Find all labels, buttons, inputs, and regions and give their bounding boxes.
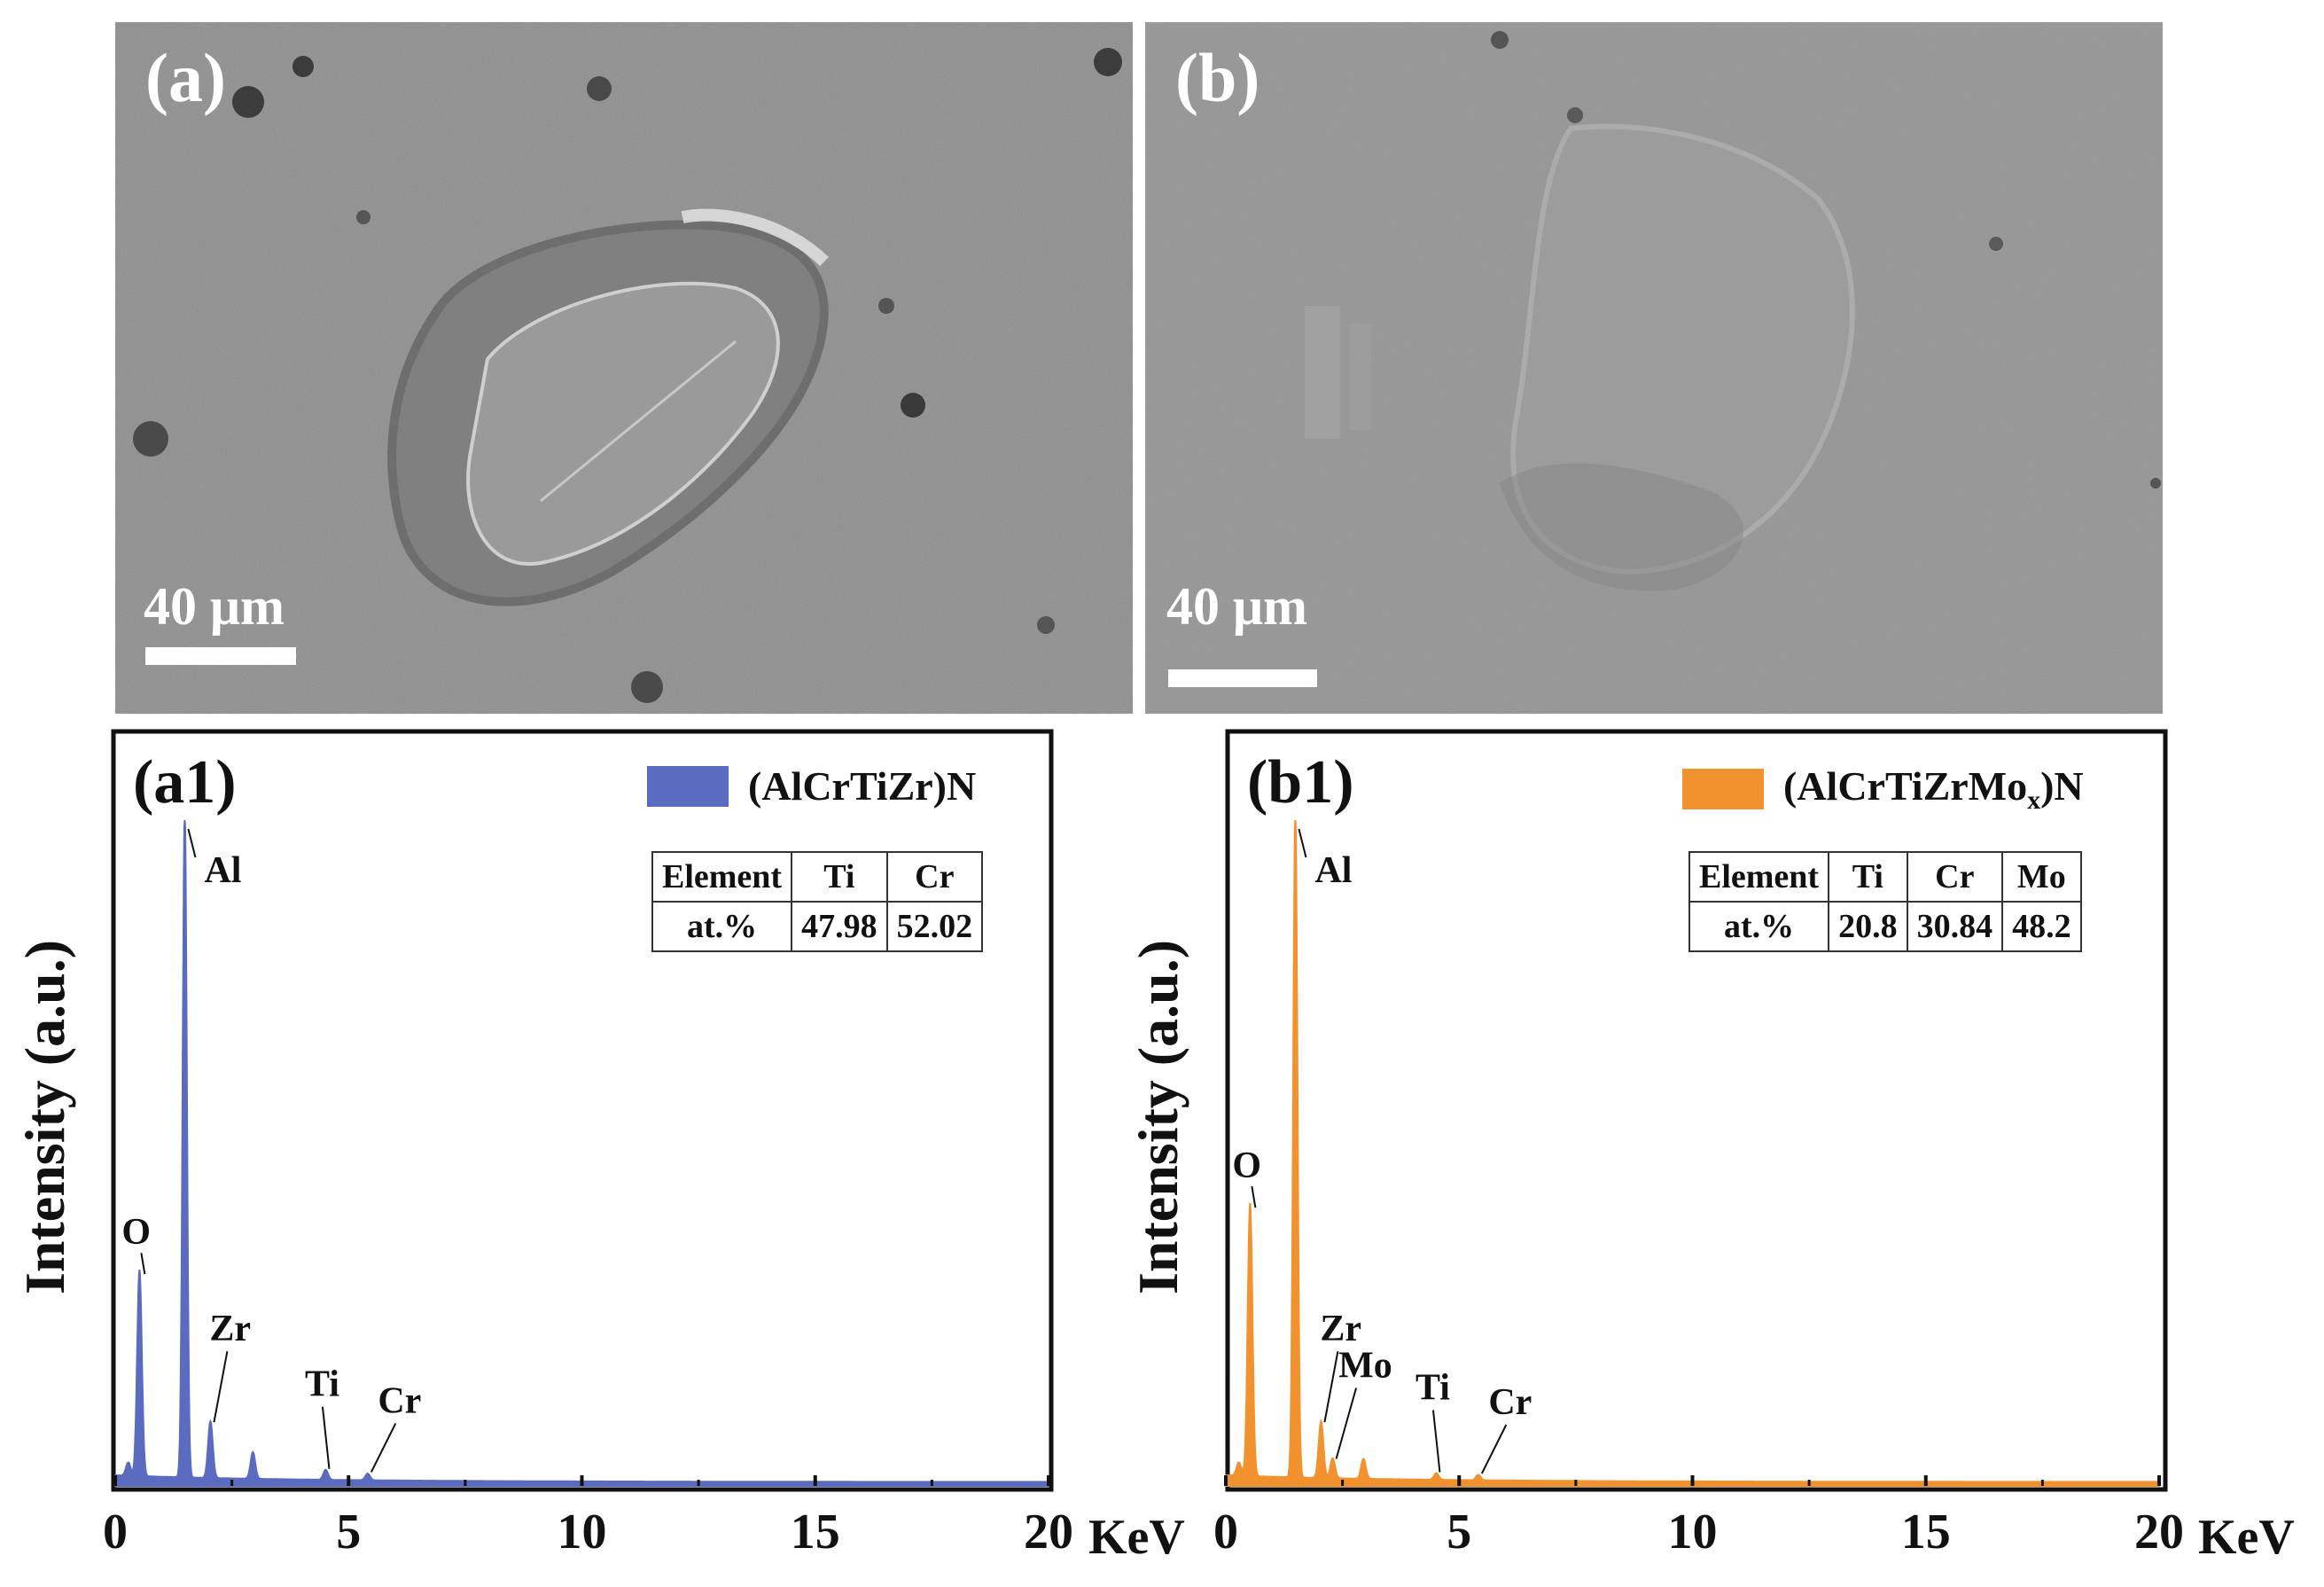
- table-header-cell: Cr: [885, 851, 984, 903]
- table-cell: 20.8: [1828, 901, 1908, 952]
- legend-label-b1-main: (AlCrTiZrMo: [1783, 763, 2028, 809]
- table-header-cell: Element: [1688, 851, 1830, 903]
- table-row-label: at.%: [1688, 901, 1830, 952]
- legend-swatch-a1: [647, 765, 729, 807]
- x-tick-label: 5: [1447, 1505, 1471, 1560]
- table-header-cell: Element: [651, 851, 793, 903]
- peak-leader-a1: [140, 1253, 146, 1275]
- panel-label-b: (b): [1175, 39, 1260, 116]
- composition-table-a1: Element Ti Cr at.% 47.98 52.02: [651, 851, 984, 952]
- peak-leader-b1: [1335, 1388, 1358, 1459]
- panel-label-b1: (b1): [1247, 748, 1354, 817]
- peak-label-zr: Zr: [1320, 1309, 1361, 1349]
- sem-texture-a: [115, 22, 1133, 714]
- scale-text-b: 40 μm: [1166, 577, 1307, 636]
- sem-image-b: (b) 40 μm: [1145, 22, 2163, 714]
- x-tick-label: 10: [558, 1505, 607, 1560]
- x-tick-label: 5: [336, 1505, 361, 1560]
- scale-text-a: 40 μm: [144, 577, 285, 636]
- x-tick-label: 0: [103, 1505, 128, 1560]
- table-cell: 52.02: [885, 901, 984, 952]
- peak-label-zr: Zr: [209, 1309, 251, 1349]
- x-tick-label: 0: [1213, 1505, 1238, 1560]
- legend-a1: (AlCrTiZr)N: [647, 762, 976, 809]
- peak-leader-a1: [321, 1406, 331, 1469]
- composition-table-b1: Element Ti Cr Mo at.% 20.8 30.84 48.2: [1688, 851, 2082, 952]
- table-header-row-b1: Element Ti Cr Mo: [1688, 851, 2082, 903]
- sem-image-a: (a) 40 μm: [115, 22, 1133, 714]
- panel-label-a1: (a1): [133, 748, 237, 817]
- legend-label-b1: (AlCrTiZrMox)N: [1783, 762, 2084, 816]
- peak-label-o: O: [1232, 1145, 1261, 1186]
- scale-bar-a: [145, 647, 296, 665]
- peak-leader-a1: [213, 1350, 229, 1423]
- plot-frame-a1: [111, 729, 1054, 1492]
- legend-label-b1-end: )N: [2040, 763, 2084, 809]
- y-axis-label: Intensity (a.u.): [1127, 940, 1189, 1294]
- peak-label-al: Al: [204, 850, 241, 891]
- peak-label-cr: Cr: [378, 1380, 421, 1421]
- peak-label-cr: Cr: [1488, 1382, 1532, 1423]
- legend-b1: (AlCrTiZrMox)N: [1682, 762, 2084, 816]
- peak-leader-b1: [1323, 1350, 1339, 1423]
- x-tick-label: 15: [1901, 1505, 1951, 1560]
- table-row-a1: at.% 47.98 52.02: [651, 901, 984, 952]
- peak-label-ti: Ti: [305, 1364, 339, 1405]
- table-row-label: at.%: [651, 901, 793, 952]
- peak-label-al: Al: [1314, 850, 1352, 891]
- table-header-cell: Ti: [791, 851, 888, 903]
- table-header-cell: Ti: [1828, 851, 1908, 903]
- peak-label-mo: Mo: [1338, 1345, 1392, 1386]
- table-cell: 47.98: [791, 901, 888, 952]
- table-header-cell: Mo: [2001, 851, 2082, 903]
- x-tick-label: 20: [2134, 1505, 2184, 1560]
- table-cell: 48.2: [2001, 901, 2082, 952]
- x-unit-label: KeV: [1088, 1510, 1185, 1565]
- peak-leader-a1: [370, 1423, 397, 1473]
- table-row-b1: at.% 20.8 30.84 48.2: [1688, 901, 2082, 952]
- peak-leader-b1: [1480, 1424, 1508, 1474]
- peak-label-ti: Ti: [1415, 1367, 1450, 1408]
- table-header-cell: Cr: [1906, 851, 2004, 903]
- x-unit-label: KeV: [2198, 1510, 2295, 1565]
- x-tick-label: 15: [791, 1505, 840, 1560]
- scale-bar-b: [1168, 669, 1317, 687]
- legend-label-b1-sub: x: [2027, 786, 2041, 816]
- peak-leader-b1: [1251, 1185, 1257, 1208]
- x-tick-label: 10: [1668, 1505, 1718, 1560]
- peak-leader-b1: [1431, 1410, 1441, 1473]
- peak-leader-b1: [1298, 828, 1307, 858]
- peak-label-o: O: [121, 1212, 151, 1253]
- panel-label-a: (a): [145, 39, 226, 116]
- plot-frame-b1: [1225, 729, 2168, 1492]
- table-header-row-a1: Element Ti Cr: [651, 851, 984, 903]
- sem-texture-b: [1145, 22, 2163, 714]
- table-cell: 30.84: [1906, 901, 2004, 952]
- x-tick-label: 20: [1024, 1505, 1073, 1560]
- legend-label-a1: (AlCrTiZr)N: [748, 763, 977, 809]
- legend-swatch-b1: [1682, 769, 1764, 810]
- peak-leader-a1: [187, 828, 197, 858]
- y-axis-label: Intensity (a.u.): [13, 940, 76, 1294]
